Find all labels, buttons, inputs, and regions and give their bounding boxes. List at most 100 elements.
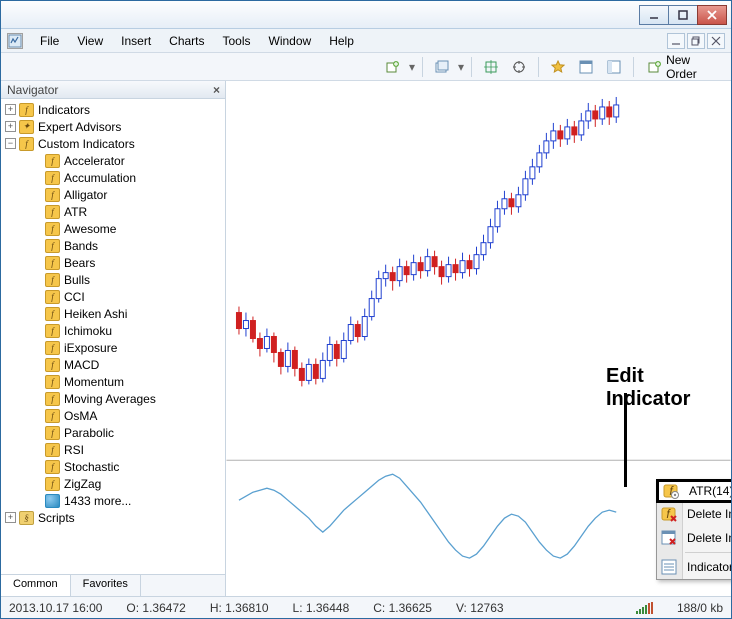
tool-cursor[interactable]: [507, 56, 531, 78]
mdi-restore-button[interactable]: [687, 33, 705, 49]
tree-label: ATR: [64, 205, 87, 219]
tree-node-ichimoku[interactable]: fIchimoku: [1, 322, 225, 339]
navigator-tabs: Common Favorites: [1, 574, 225, 596]
menu-insert[interactable]: Insert: [112, 31, 160, 51]
tree-node-expert-advisors[interactable]: + ✦ Expert Advisors: [1, 118, 225, 135]
close-button[interactable]: [697, 5, 727, 25]
tree-node-osma[interactable]: fOsMA: [1, 407, 225, 424]
navigator-header: Navigator ×: [1, 81, 225, 99]
indicator-icon: f: [45, 222, 60, 236]
tree-node-heiken-ashi[interactable]: fHeiken Ashi: [1, 305, 225, 322]
menu-help[interactable]: Help: [320, 31, 363, 51]
tree-label: Ichimoku: [64, 324, 112, 338]
titlebar: [1, 1, 731, 29]
indicators-list-icon: [661, 559, 677, 575]
tree-node-parabolic[interactable]: fParabolic: [1, 424, 225, 441]
delete-indicator-icon: f: [661, 506, 677, 522]
indicator-icon: f: [45, 171, 60, 185]
maximize-button[interactable]: [668, 5, 698, 25]
tool-navigator[interactable]: [602, 56, 626, 78]
mdi-minimize-button[interactable]: [667, 33, 685, 49]
tree-label: Heiken Ashi: [64, 307, 127, 321]
tree-node-rsi[interactable]: fRSI: [1, 441, 225, 458]
indicator-icon: f: [45, 154, 60, 168]
tree-node-bands[interactable]: fBands: [1, 237, 225, 254]
new-order-button[interactable]: New Order: [641, 50, 731, 84]
chart-area[interactable]: Edit Indicator f ATR(14) properties... f…: [226, 81, 731, 596]
tree-label: Accumulation: [64, 171, 136, 185]
mdi-close-button[interactable]: [707, 33, 725, 49]
ctx-indicators-list[interactable]: Indicators List Ctrl+I: [657, 555, 731, 579]
statusbar: 2013.10.17 16:00 O: 1.36472 H: 1.36810 L…: [1, 596, 731, 618]
indicator-icon: f: [45, 188, 60, 202]
tree-node-accumulation[interactable]: f Accumulation: [1, 169, 225, 186]
tree-label: CCI: [64, 290, 85, 304]
tool-data-window[interactable]: [574, 56, 598, 78]
tree-node-indicators[interactable]: + f Indicators: [1, 101, 225, 118]
indicator-icon: f: [45, 460, 60, 474]
ctx-delete-window[interactable]: Delete Indicator Window: [657, 526, 731, 550]
indicator-icon: f: [45, 205, 60, 219]
minimize-button[interactable]: [639, 5, 669, 25]
ctx-properties[interactable]: f ATR(14) properties...: [656, 479, 731, 503]
tree-label: ZigZag: [64, 477, 101, 491]
folder-icon: ✦: [19, 120, 34, 134]
tree-label: Alligator: [64, 188, 107, 202]
tree-label: Moving Averages: [64, 392, 156, 406]
tree-node-awesome[interactable]: f Awesome: [1, 220, 225, 237]
menu-charts[interactable]: Charts: [160, 31, 213, 51]
tool-new-chart[interactable]: [381, 56, 405, 78]
status-datetime: 2013.10.17 16:00: [9, 601, 102, 615]
ctx-delete-indicator[interactable]: f Delete Indicator: [657, 502, 731, 526]
tree-label: Awesome: [64, 222, 116, 236]
menu-file[interactable]: File: [31, 31, 68, 51]
tree-node-macd[interactable]: f MACD: [1, 356, 225, 373]
expand-icon[interactable]: +: [5, 121, 16, 132]
tree-node-scripts[interactable]: + § Scripts: [1, 509, 225, 526]
tree-node-zigzag[interactable]: fZigZag: [1, 475, 225, 492]
indicator-icon: f: [45, 358, 60, 372]
tree-node-bulls[interactable]: fBulls: [1, 271, 225, 288]
tool-crosshair[interactable]: [479, 56, 503, 78]
menu-tools[interactable]: Tools: [214, 31, 260, 51]
tree-node-cci[interactable]: fCCI: [1, 288, 225, 305]
collapse-icon[interactable]: −: [5, 138, 16, 149]
tree-node-stochastic[interactable]: fStochastic: [1, 458, 225, 475]
status-close: C: 1.36625: [373, 601, 432, 615]
status-low: L: 1.36448: [293, 601, 350, 615]
indicator-icon: f: [45, 426, 60, 440]
tree-label: RSI: [64, 443, 84, 457]
tool-profiles[interactable]: [430, 56, 454, 78]
tree-node-custom-indicators[interactable]: − f Custom Indicators: [1, 135, 225, 152]
tree-node-moving-averages[interactable]: fMoving Averages: [1, 390, 225, 407]
navigator-tab-common[interactable]: Common: [1, 575, 71, 596]
mdi-controls: [667, 33, 731, 49]
tree-node-momentum[interactable]: fMomentum: [1, 373, 225, 390]
annotation-connector: [624, 393, 627, 487]
navigator-close-button[interactable]: ×: [208, 83, 225, 97]
window-controls: [640, 5, 727, 25]
ctx-label: Indicators List: [687, 560, 731, 574]
tree-node-alligator[interactable]: f Alligator: [1, 186, 225, 203]
tree-label: Indicators: [38, 103, 90, 117]
tree-label: Custom Indicators: [38, 137, 135, 151]
tree-node-iexposure[interactable]: fiExposure: [1, 339, 225, 356]
tool-favorites[interactable]: [546, 56, 570, 78]
expand-icon[interactable]: +: [5, 512, 16, 523]
tree-node-bears[interactable]: fBears: [1, 254, 225, 271]
tree-label: Accelerator: [64, 154, 125, 168]
navigator-tree[interactable]: + f Indicators + ✦ Expert Advisors − f C…: [1, 99, 225, 574]
tree-label: MACD: [64, 358, 99, 372]
tree-node-atr[interactable]: f ATR: [1, 203, 225, 220]
context-menu: f ATR(14) properties... f Delete Indicat…: [656, 479, 731, 580]
app-window: FileViewInsertChartsToolsWindowHelp ▾ ▾ …: [0, 0, 732, 619]
tree-label: 1433 more...: [64, 494, 131, 508]
navigator-tab-favorites[interactable]: Favorites: [71, 575, 141, 596]
expand-icon[interactable]: +: [5, 104, 16, 115]
navigator-panel: Navigator × + f Indicators + ✦ Expert Ad…: [1, 81, 226, 596]
tree-label: Bands: [64, 239, 98, 253]
tree-node-accelerator[interactable]: f Accelerator: [1, 152, 225, 169]
menu-window[interactable]: Window: [260, 31, 321, 51]
menu-view[interactable]: View: [68, 31, 112, 51]
tree-node-more[interactable]: ● 1433 more...: [1, 492, 225, 509]
